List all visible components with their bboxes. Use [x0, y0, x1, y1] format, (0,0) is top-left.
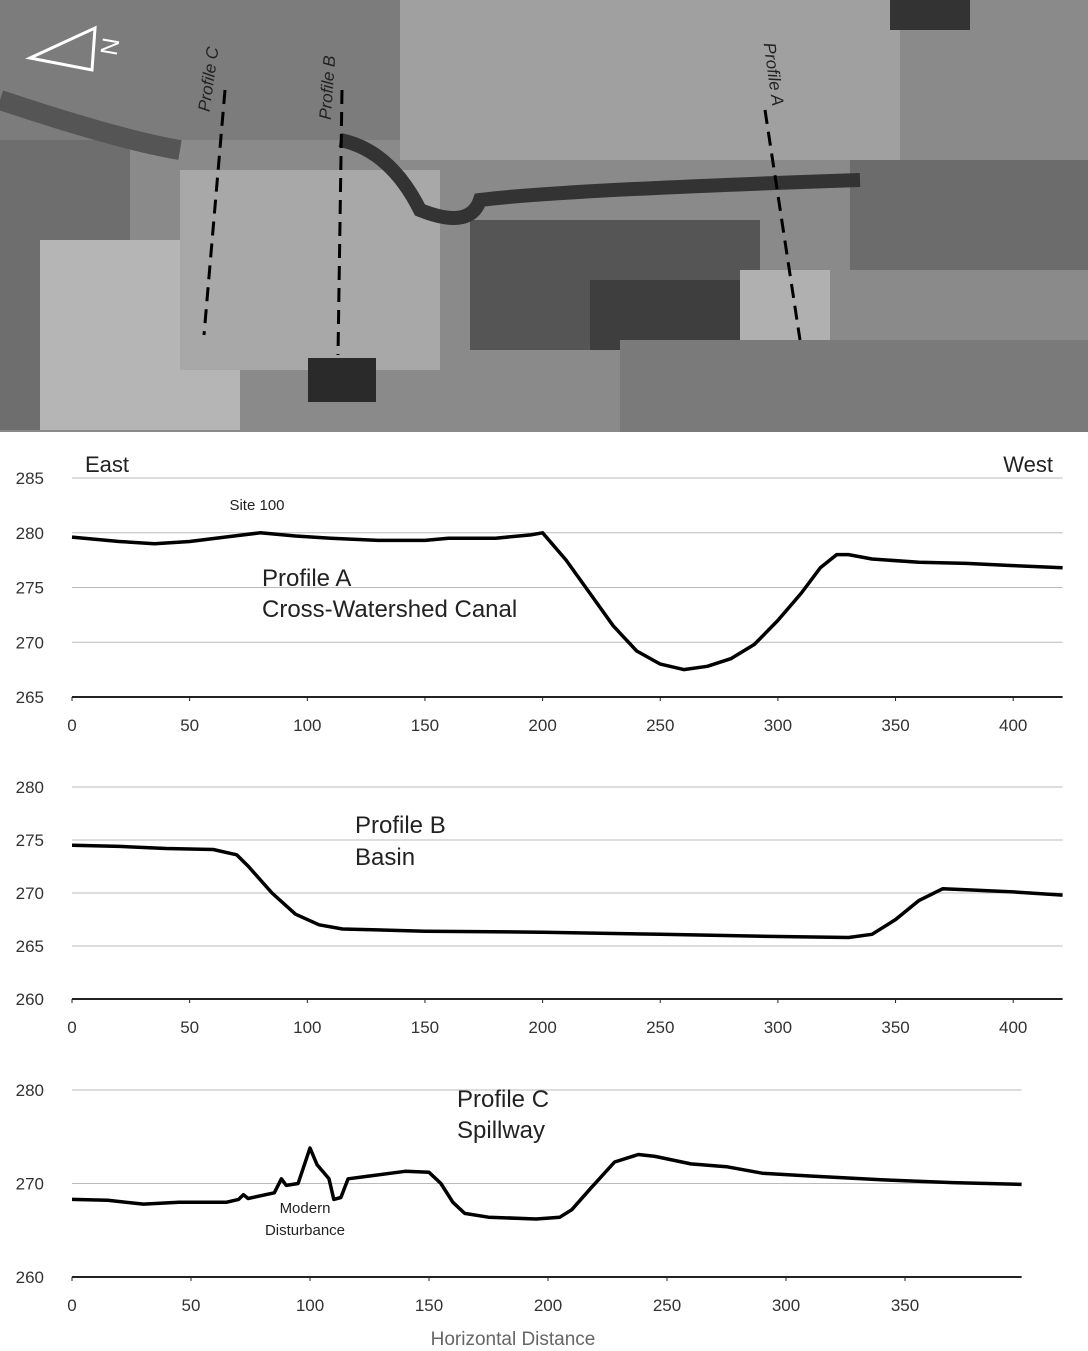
- y-tick-label: 265: [16, 937, 44, 956]
- x-tick-label: 200: [528, 1018, 556, 1037]
- x-tick-label: 0: [67, 1018, 76, 1037]
- y-tick-label: 280: [16, 524, 44, 543]
- x-tick-label: 150: [415, 1296, 443, 1315]
- x-tick-label: 250: [646, 1018, 674, 1037]
- aerial-photo: N Profile C Profile B Profile A: [0, 0, 1088, 432]
- x-tick-label: 400: [999, 716, 1027, 735]
- x-tick-label: 250: [646, 716, 674, 735]
- annotation: Basin: [355, 844, 415, 871]
- x-tick-label: 300: [772, 1296, 800, 1315]
- x-axis-label: Horizontal Distance: [431, 1329, 596, 1350]
- x-tick-label: 150: [411, 1018, 439, 1037]
- x-tick-label: 350: [881, 716, 909, 735]
- x-tick-label: 400: [999, 1018, 1027, 1037]
- y-tick-label: 275: [16, 579, 44, 598]
- x-tick-label: 50: [180, 716, 199, 735]
- y-tick-label: 270: [16, 884, 44, 903]
- profile-charts: 265 270 275 280 285 0 50 100 150 200 250 300 350 400 E…: [0, 432, 1088, 1351]
- y-tick-label: 260: [16, 990, 44, 1009]
- annotation: East: [85, 452, 129, 477]
- x-tick-label: 100: [296, 1296, 324, 1315]
- profile-line: [72, 533, 1063, 670]
- x-tick-label: 100: [293, 716, 321, 735]
- y-tick-label: 265: [16, 688, 44, 707]
- annotation: Spillway: [457, 1117, 545, 1144]
- y-tick-label: 270: [16, 633, 44, 652]
- x-tick-label: 350: [891, 1296, 919, 1315]
- y-tick-label: 285: [16, 469, 44, 488]
- x-tick-label: 300: [764, 1018, 792, 1037]
- x-tick-label: 0: [67, 1296, 76, 1315]
- x-tick-label: 0: [67, 716, 76, 735]
- x-tick-label: 50: [180, 1018, 199, 1037]
- annotation: Disturbance: [265, 1222, 345, 1239]
- x-tick-label: 350: [881, 1018, 909, 1037]
- y-tick-label: 260: [16, 1268, 44, 1287]
- figure: N Profile C Profile B Profile A 265 270 27…: [0, 0, 1088, 1351]
- y-tick-label: 280: [16, 1081, 44, 1100]
- x-tick-label: 200: [528, 716, 556, 735]
- annotation: Site 100: [229, 497, 284, 514]
- y-tick-label: 270: [16, 1175, 44, 1194]
- annotation: Cross-Watershed Canal: [262, 596, 517, 623]
- x-tick-label: 300: [764, 716, 792, 735]
- x-tick-label: 100: [293, 1018, 321, 1037]
- profile-line: [72, 845, 1063, 937]
- annotation: Profile A: [262, 565, 351, 592]
- annotation: Profile B: [355, 812, 446, 839]
- annotation: Profile C: [457, 1086, 549, 1113]
- x-tick-label: 200: [534, 1296, 562, 1315]
- x-tick-label: 50: [182, 1296, 201, 1315]
- x-tick-label: 250: [653, 1296, 681, 1315]
- y-tick-label: 275: [16, 831, 44, 850]
- x-tick-label: 150: [411, 716, 439, 735]
- annotation: West: [1003, 452, 1053, 477]
- annotation: Modern: [280, 1200, 331, 1217]
- y-tick-label: 280: [16, 778, 44, 797]
